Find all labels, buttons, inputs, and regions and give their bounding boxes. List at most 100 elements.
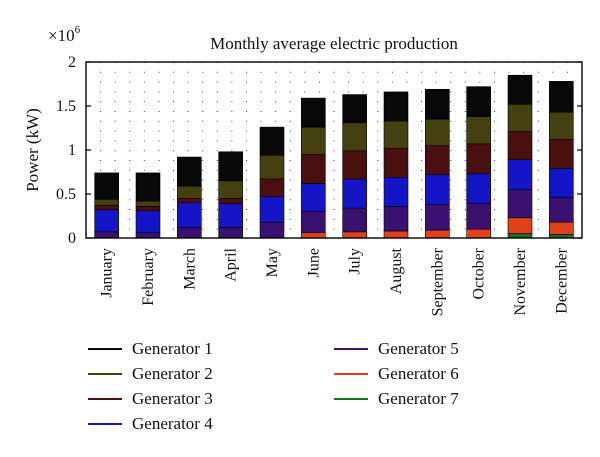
bar-segment	[383, 120, 409, 149]
bar-segment	[383, 147, 409, 178]
bar-segment	[259, 154, 285, 180]
x-tick-label: August	[388, 247, 405, 294]
bar-segment	[507, 217, 533, 234]
bar-segment	[342, 94, 367, 124]
x-tick-label: April	[223, 247, 240, 281]
bar-segment	[466, 203, 491, 230]
bar-segment	[177, 156, 202, 187]
bar-segment	[259, 126, 285, 156]
bar-segment	[425, 204, 450, 231]
legend-swatch	[88, 348, 122, 350]
x-tick-label: March	[181, 248, 198, 290]
legend-label: Generator 3	[132, 389, 213, 408]
bar-segment	[549, 197, 574, 223]
bar-segment	[342, 207, 367, 233]
chart-title: Monthly average electric production	[210, 34, 458, 53]
bar-segment	[549, 139, 574, 169]
y-tick-label: 1	[68, 142, 76, 159]
legend-item-generator-1: Generator 1	[88, 338, 213, 360]
bar-segment	[342, 150, 367, 180]
bar-segment	[507, 103, 533, 132]
bar-segment	[135, 172, 161, 202]
bar-segment	[259, 196, 285, 223]
bar-segment	[301, 183, 326, 212]
bar-segment	[94, 209, 119, 233]
x-tick-label: February	[140, 248, 157, 306]
bar-segment	[259, 221, 285, 239]
bar-segment	[549, 168, 574, 198]
plot-frame	[85, 61, 583, 239]
bar-segment	[135, 200, 161, 207]
bar-segment	[301, 97, 326, 128]
x-tick-label: May	[264, 248, 281, 277]
legend-label: Generator 6	[378, 364, 459, 383]
bar-segment	[466, 228, 491, 239]
y-tick-label: 0.5	[56, 186, 76, 203]
bar-segment	[425, 118, 450, 146]
bar-segment	[177, 227, 202, 239]
bar-segment	[383, 91, 409, 122]
x-tick-label: September	[429, 247, 446, 316]
legend-label: Generator 1	[132, 339, 213, 358]
bar-segment	[425, 174, 450, 205]
bar-segment	[425, 145, 450, 175]
bar-segment	[135, 210, 161, 234]
legend-swatch	[88, 373, 122, 375]
y-scale-label: ×106	[48, 24, 81, 45]
y-tick-label: 2	[68, 54, 76, 71]
bar-segment	[383, 206, 409, 232]
bar-segment	[135, 206, 161, 212]
bar-segment	[94, 172, 119, 200]
bar-segment	[466, 116, 491, 145]
chart-legend: Generator 1 Generator 2 Generator 3 Gene…	[88, 338, 588, 448]
bar-segment	[383, 176, 409, 207]
bar-segment	[177, 185, 202, 199]
bar-segment	[218, 180, 243, 199]
legend-item-generator-4: Generator 4	[88, 413, 213, 435]
bar-segment	[383, 230, 409, 239]
bar-segment	[507, 131, 533, 160]
y-tick-label: 0	[68, 230, 76, 247]
legend-swatch	[334, 373, 368, 375]
bar-segment	[259, 178, 285, 197]
x-tick-label: June	[305, 248, 322, 277]
bar-segment	[425, 229, 450, 239]
y-tick-label: 1.5	[56, 98, 76, 115]
y-scale-base: ×10	[48, 26, 75, 45]
bar-segment	[177, 198, 202, 204]
bar-segment	[342, 231, 367, 239]
legend-item-generator-5: Generator 5	[334, 338, 459, 360]
bar-segment	[94, 198, 119, 206]
y-axis-label: Power (kW)	[23, 108, 42, 192]
bar-segment	[342, 122, 367, 152]
bar-segment	[549, 221, 574, 235]
bar-segment	[425, 88, 450, 120]
legend-swatch	[334, 348, 368, 350]
legend-swatch	[88, 423, 122, 425]
bar-segment	[218, 198, 243, 204]
bar-segment	[94, 231, 119, 239]
chart-svg: 0 0.5 1 1.5 2 January February March April May Jun…	[23, 24, 583, 316]
legend-label: Generator 4	[132, 414, 213, 433]
legend-label: Generator 2	[132, 364, 213, 383]
x-tick-label: July	[347, 248, 364, 275]
legend-item-generator-7: Generator 7	[334, 388, 459, 410]
bar-segment	[135, 232, 161, 239]
bar-segment	[301, 154, 326, 184]
legend-swatch	[334, 398, 368, 400]
bar-segment	[466, 86, 491, 117]
legend-item-generator-6: Generator 6	[334, 363, 459, 385]
bar-segment	[549, 81, 574, 113]
bar-segment	[218, 151, 243, 182]
bar-segment	[218, 227, 243, 239]
bar-segment	[301, 126, 326, 155]
x-tick-label: November	[512, 247, 529, 315]
bar-segment	[549, 111, 574, 140]
x-tick-label: December	[553, 247, 570, 313]
legend-swatch	[88, 398, 122, 400]
bar-segment	[301, 211, 326, 234]
bar-segment	[507, 159, 533, 190]
bar-segment	[507, 189, 533, 219]
bar-segment	[301, 232, 326, 239]
